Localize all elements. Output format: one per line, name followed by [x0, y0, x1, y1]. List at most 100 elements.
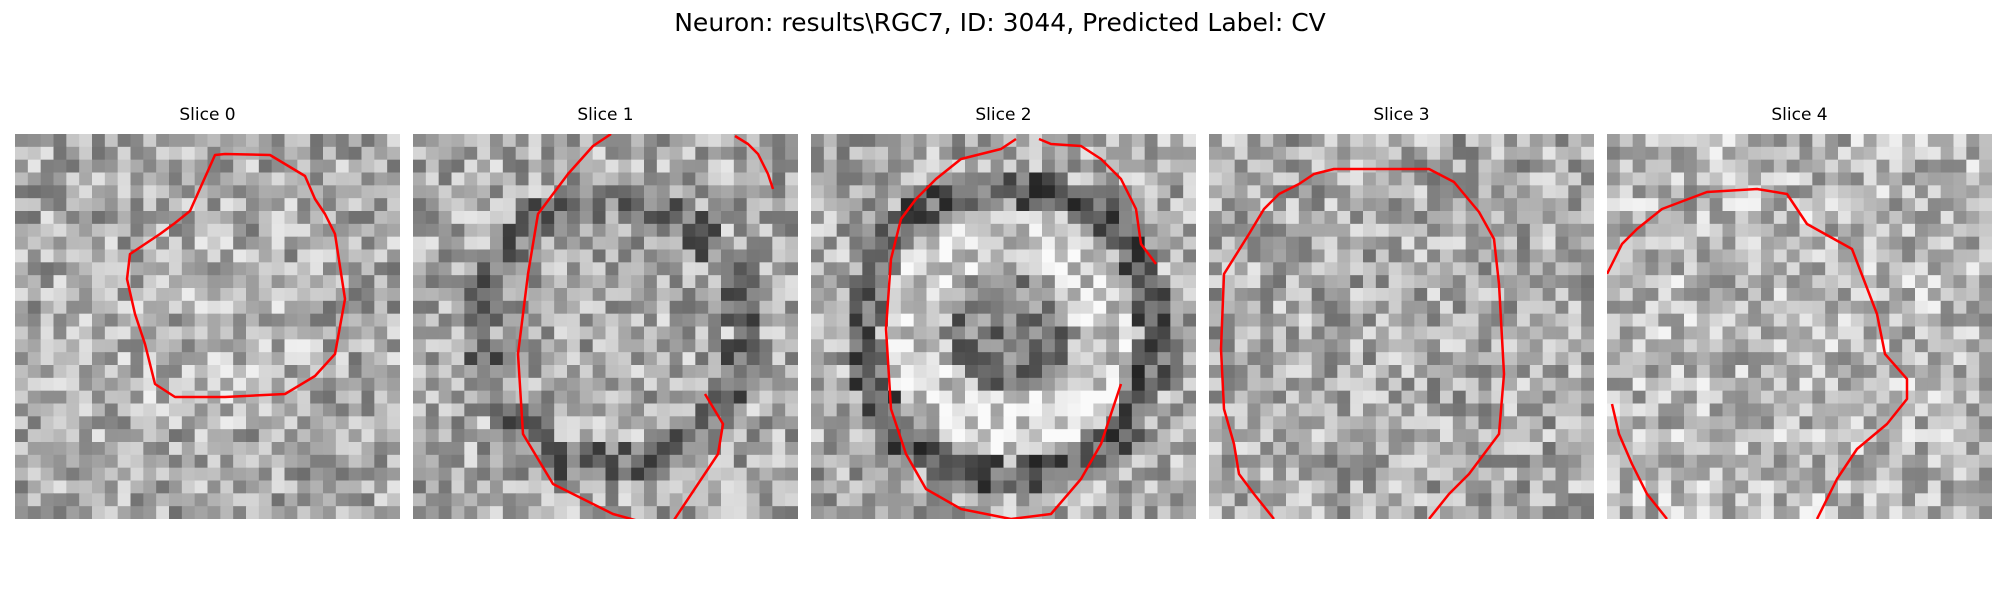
- pixel: [1748, 211, 1762, 225]
- pixel: [387, 223, 400, 238]
- pixel: [772, 262, 786, 276]
- pixel: [1786, 159, 1800, 173]
- pixel: [515, 236, 529, 250]
- pixel: [477, 480, 491, 494]
- pixel: [1658, 146, 1672, 161]
- pixel: [130, 442, 144, 456]
- pixel: [772, 454, 786, 469]
- pixel: [92, 467, 106, 481]
- pixel: [1003, 390, 1017, 404]
- pixel: [1722, 480, 1736, 494]
- pixel: [1119, 480, 1133, 494]
- pixel: [1029, 352, 1043, 366]
- pixel: [1927, 390, 1942, 404]
- pixel: [1748, 377, 1762, 392]
- pixel: [1838, 300, 1852, 315]
- pixel: [169, 185, 183, 199]
- pixel: [1709, 326, 1723, 340]
- pixel: [387, 198, 400, 212]
- pixel: [1247, 185, 1261, 199]
- pixel: [1286, 480, 1300, 494]
- pixel: [1234, 313, 1248, 327]
- pixel: [1016, 377, 1030, 392]
- pixel: [1671, 326, 1685, 340]
- pixel: [1080, 416, 1094, 430]
- pixel: [1067, 352, 1081, 366]
- pixel: [836, 172, 850, 186]
- pixel: [1209, 300, 1223, 315]
- pixel: [361, 275, 375, 289]
- pixel: [233, 480, 247, 494]
- pixel: [1735, 236, 1749, 250]
- pixel: [1131, 300, 1146, 315]
- pixel: [1324, 185, 1338, 199]
- pixel: [515, 493, 529, 507]
- pixel: [361, 313, 375, 327]
- pixel: [1119, 390, 1133, 404]
- slice-panel-4: Slice 4: [1607, 104, 1992, 519]
- pixel: [297, 429, 311, 443]
- pixel: [605, 390, 619, 404]
- pixel: [40, 300, 54, 315]
- pixel: [1401, 442, 1415, 456]
- pixel: [862, 429, 876, 443]
- pixel: [348, 198, 362, 212]
- pixel: [875, 429, 889, 443]
- pixel: [79, 288, 93, 302]
- pixel: [605, 275, 619, 289]
- pixel: [605, 172, 619, 186]
- pixel: [1029, 262, 1043, 276]
- pixel: [515, 467, 529, 481]
- pixel: [567, 352, 581, 366]
- pixel: [567, 454, 581, 469]
- pixel: [1940, 198, 1954, 212]
- pixel: [310, 249, 324, 263]
- pixel: [169, 339, 183, 353]
- pixel: [1799, 429, 1813, 443]
- pixel: [1119, 211, 1133, 225]
- pixel: [1671, 403, 1685, 417]
- pixel: [1119, 403, 1133, 417]
- pixel: [156, 288, 170, 302]
- pixel: [258, 442, 273, 456]
- pixel: [759, 493, 773, 507]
- pixel: [1979, 198, 1992, 212]
- pixel: [1029, 365, 1043, 379]
- pixel: [656, 236, 671, 250]
- pixel: [1067, 326, 1081, 340]
- pixel: [785, 326, 798, 340]
- pixel: [952, 352, 966, 366]
- pixel: [490, 249, 504, 263]
- pixel: [1838, 288, 1852, 302]
- pixel: [271, 365, 285, 379]
- pixel: [554, 159, 568, 173]
- pixel: [1054, 365, 1069, 379]
- pixel: [1645, 377, 1659, 392]
- pixel: [900, 326, 915, 340]
- pixel: [1812, 352, 1826, 366]
- pixel: [1067, 236, 1081, 250]
- pixel: [502, 172, 517, 186]
- pixel: [939, 467, 953, 481]
- pixel: [1850, 467, 1865, 481]
- pixel: [1452, 236, 1467, 250]
- slice-title: Slice 4: [1771, 105, 1828, 125]
- pixel: [1221, 172, 1236, 186]
- pixel: [1619, 236, 1634, 250]
- pixel: [1542, 454, 1556, 469]
- pixel: [708, 198, 722, 212]
- pixel: [92, 442, 106, 456]
- pixel: [1850, 236, 1865, 250]
- pixel: [1581, 288, 1594, 302]
- pixel: [541, 146, 555, 161]
- pixel: [335, 493, 350, 507]
- pixel: [1414, 236, 1428, 250]
- pixel: [1209, 288, 1223, 302]
- pixel: [1388, 275, 1402, 289]
- pixel: [271, 416, 285, 430]
- pixel: [579, 326, 594, 340]
- pixel: [1529, 506, 1544, 519]
- pixel: [823, 377, 838, 392]
- pixel: [849, 454, 863, 469]
- pixel: [156, 403, 170, 417]
